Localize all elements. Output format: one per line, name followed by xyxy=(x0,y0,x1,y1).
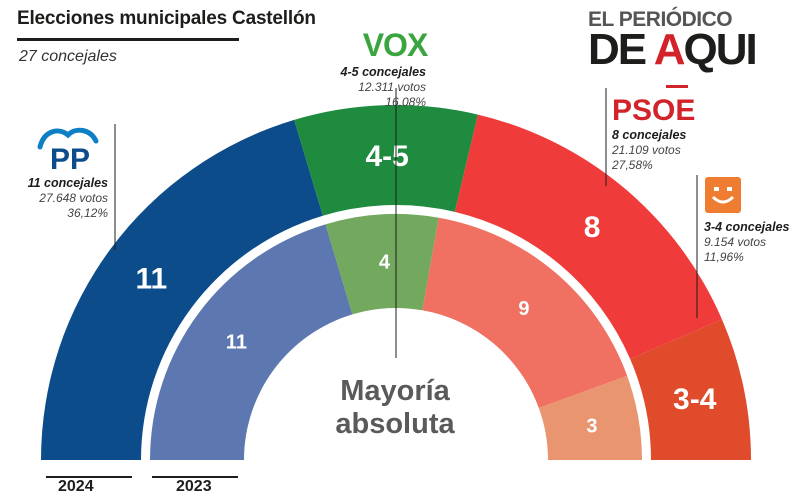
inner-ring-resultado: 11 4 9 3 xyxy=(150,214,642,460)
brand-logo: EL PERIÓDICO DE AQUI xyxy=(588,8,788,74)
pp-info: 11 concejales 27.648 votos 36,12% xyxy=(27,176,108,220)
ring1-segment-pp xyxy=(41,119,323,460)
psoe-logo-icon: PSOE xyxy=(612,85,695,124)
ring1-label-vox: 4-5 xyxy=(365,140,408,173)
majority-label: Mayoría absoluta xyxy=(335,375,455,440)
brand-logo-top: EL PERIÓDICO xyxy=(588,8,733,31)
ring2-segment-vox xyxy=(325,214,439,315)
ring2-segment-pp xyxy=(150,224,353,460)
cs-info: 3-4 concejales 9.154 votos 11,96% xyxy=(704,220,790,264)
svg-text:VOX: VOX xyxy=(363,28,429,60)
cs-logo-icon xyxy=(705,177,741,213)
pp-logo-icon: PP xyxy=(37,127,99,173)
svg-text:PSOE: PSOE xyxy=(612,94,695,124)
inner-year-rule xyxy=(152,476,238,478)
ring2-label-psoe: 9 xyxy=(518,298,529,320)
ring1-segment-psoe xyxy=(454,114,722,359)
outer-year-rule xyxy=(46,476,132,478)
title-underline xyxy=(17,38,239,41)
outer-ring-sondeo: 11 4-5 8 3-4 xyxy=(41,105,751,460)
outer-ring-caption: Sondeo Sept. xyxy=(48,460,109,472)
ring2-label-cs: 3 xyxy=(586,416,597,438)
ring1-label-psoe: 8 xyxy=(584,211,601,244)
ring1-label-pp: 11 xyxy=(135,263,167,296)
ring1-label-cs: 3-4 xyxy=(673,383,717,416)
ring2-segment-psoe xyxy=(422,217,628,409)
ring1-segment-cs xyxy=(630,319,751,460)
inner-ring-year: 2023 xyxy=(176,478,212,495)
inner-ring-caption: Resultado May. xyxy=(155,460,225,472)
vox-info: 4-5 concejales 12.311 votos 16,08% xyxy=(340,65,426,109)
ring2-label-pp: 11 xyxy=(226,331,247,353)
ring2-label-vox: 4 xyxy=(379,252,391,274)
psoe-info: 8 concejales 21.109 votos 27,58% xyxy=(612,128,687,172)
brand-logo-bottom: DE AQUI xyxy=(588,25,758,74)
ring1-segment-vox xyxy=(294,105,478,216)
svg-text:PP: PP xyxy=(50,143,90,173)
chart-subtitle: 27 concejales xyxy=(19,48,117,65)
outer-ring-year: 2024 xyxy=(58,478,94,495)
ring2-segment-cs xyxy=(538,375,642,460)
chart-title: Elecciones municipales Castellón xyxy=(17,8,316,29)
vox-logo-icon: VOX xyxy=(363,28,430,60)
